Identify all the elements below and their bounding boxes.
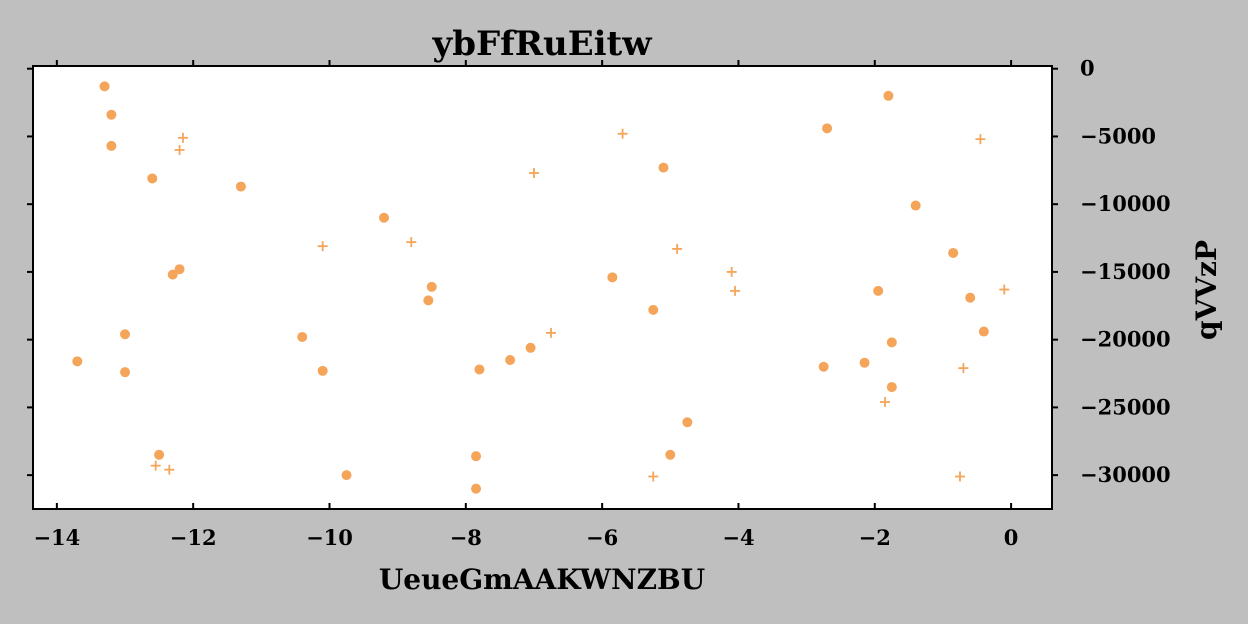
point-plus (406, 237, 417, 248)
point-circle (167, 269, 178, 280)
x-tick-label: −4 (722, 525, 754, 550)
point-plus (958, 363, 969, 374)
point-circle (886, 382, 897, 393)
y-tick-label: −5000 (1080, 123, 1156, 148)
point-circle (317, 365, 328, 376)
point-circle (474, 364, 485, 375)
chart-title: ybFfRuEitw (431, 24, 652, 64)
point-plus (617, 128, 628, 139)
point-circle (426, 281, 437, 292)
x-axis-label: UeueGmAAKWNZBU (379, 563, 705, 596)
point-plus (730, 285, 741, 296)
point-circle (72, 356, 83, 367)
point-circle (120, 329, 131, 340)
point-plus (975, 134, 986, 145)
point-circle (235, 181, 246, 192)
point-circle (948, 247, 959, 258)
data-points (72, 81, 1010, 494)
y-tick-label: −10000 (1080, 191, 1171, 216)
y-axis-label: qVVzP (1190, 240, 1223, 340)
point-plus (648, 471, 659, 482)
point-circle (505, 354, 516, 365)
point-plus (174, 144, 185, 155)
x-tick-label: −8 (450, 525, 482, 550)
point-circle (154, 449, 165, 460)
point-circle (471, 451, 482, 462)
point-plus (546, 327, 557, 338)
y-tick-label: −30000 (1080, 462, 1171, 487)
x-tick-label: −6 (586, 525, 618, 550)
y-axis-ticks: 0 −5000 −10000 −15000 −20000 −25000 −30000 (27, 56, 1171, 487)
x-tick-label: 0 (1004, 525, 1019, 550)
point-circle (423, 295, 434, 306)
point-circle (886, 337, 897, 348)
point-circle (525, 342, 536, 353)
point-plus (999, 284, 1010, 295)
point-circle (910, 200, 921, 211)
point-circle (648, 304, 659, 315)
point-plus (177, 132, 188, 143)
point-circle (607, 272, 618, 283)
point-circle (297, 331, 308, 342)
x-tick-label: −10 (306, 525, 353, 550)
y-tick-label: −20000 (1080, 327, 1171, 352)
point-circle (106, 140, 117, 151)
point-plus (317, 241, 328, 252)
point-circle (658, 162, 669, 173)
point-circle (147, 173, 158, 184)
point-plus (672, 243, 683, 254)
point-circle (471, 483, 482, 494)
point-circle (822, 123, 833, 134)
point-plus (726, 266, 737, 277)
point-plus (954, 471, 965, 482)
y-tick-label: 0 (1080, 56, 1095, 81)
point-circle (379, 212, 390, 223)
plot-area (32, 65, 1053, 510)
point-plus (528, 168, 539, 179)
x-tick-label: −2 (859, 525, 891, 550)
point-plus (880, 396, 891, 407)
point-circle (873, 285, 884, 296)
point-circle (99, 81, 110, 92)
point-circle (682, 417, 693, 428)
y-tick-label: −25000 (1080, 394, 1171, 419)
x-tick-label: −12 (170, 525, 217, 550)
point-circle (965, 292, 976, 303)
point-circle (818, 361, 829, 372)
point-circle (120, 367, 131, 378)
x-tick-label: −14 (33, 525, 80, 550)
y-tick-label: −15000 (1080, 259, 1171, 284)
point-circle (174, 264, 185, 275)
point-circle (665, 449, 676, 460)
point-plus (164, 464, 175, 475)
point-circle (859, 357, 870, 368)
point-circle (106, 109, 117, 120)
point-plus (150, 460, 161, 471)
point-circle (978, 326, 989, 337)
point-circle (341, 470, 352, 481)
point-circle (883, 90, 894, 101)
x-axis-ticks: −14 −12 −10 −8 −6 −4 −2 0 (33, 60, 1018, 550)
